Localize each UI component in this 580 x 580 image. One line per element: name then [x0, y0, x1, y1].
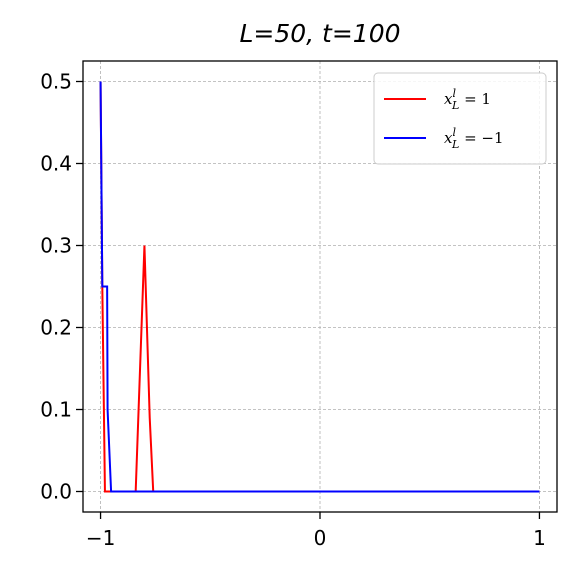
x-tick-label: 0: [314, 526, 327, 550]
x-tick-label: −1: [86, 526, 115, 550]
x-tick-label: 1: [533, 526, 546, 550]
legend-label-1: xl L = 1: [444, 87, 491, 112]
series-lines: [99, 81, 540, 493]
y-tick-label: 0.2: [40, 316, 72, 340]
legend-label-2: xl L = −1: [444, 126, 504, 151]
y-tick-label: 0.1: [40, 398, 72, 422]
legend: xl L = 1 xl L = −1: [373, 72, 547, 165]
y-tick-label: 0.4: [40, 152, 72, 176]
axis-ticks: −1 0 1 0.0 0.1 0.2 0.3 0.4 0.5: [40, 70, 546, 551]
chart-title: L=50, t=100: [239, 19, 400, 48]
y-tick-label: 0.3: [40, 234, 72, 258]
y-tick-label: 0.0: [40, 480, 72, 504]
series-line-2: [99, 81, 540, 493]
y-tick-label: 0.5: [40, 70, 72, 94]
legend-box: [373, 72, 547, 165]
